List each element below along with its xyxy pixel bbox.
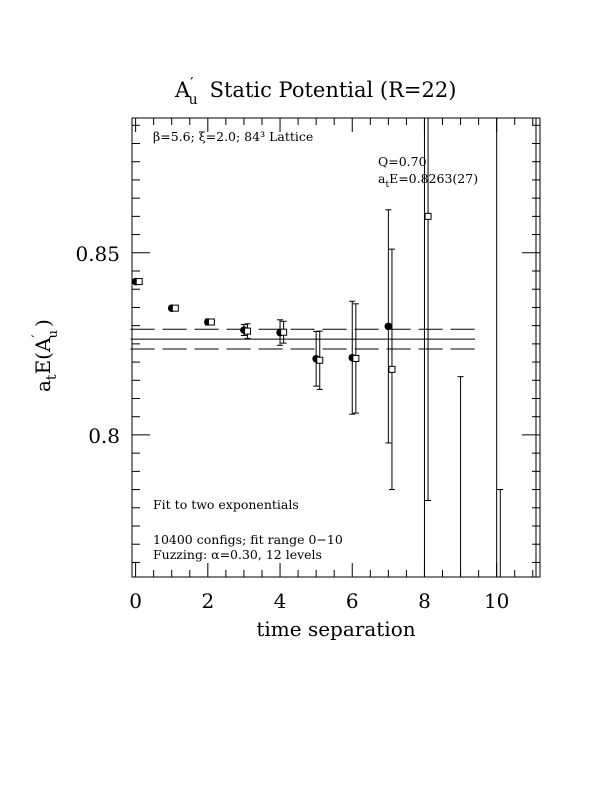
x-tick-label: 6 [346, 589, 359, 613]
data-point-square [424, 212, 432, 220]
fit-description: Fit to two exponentials [153, 497, 299, 512]
data-point-square [352, 354, 360, 362]
plot-frame [131, 117, 541, 578]
fuzzing-annotation: Fuzzing: α=0.30, 12 levels [153, 547, 322, 562]
ylabel-main: a [31, 380, 55, 392]
data-point-square [280, 328, 288, 336]
energy-sub: t [385, 180, 389, 190]
x-tick-label: 10 [484, 589, 509, 613]
plot-border [131, 117, 541, 578]
ylabel-close: ) [31, 319, 55, 327]
title-main: A [174, 78, 191, 102]
ylabel-prime: ′ [30, 334, 46, 337]
y-axis-label: atE(A′u) [30, 319, 61, 392]
data-points [131, 118, 504, 577]
x-tick-label: 0 [129, 589, 142, 613]
energy-value: E=0.8263(27) [389, 171, 478, 186]
data-point-square [244, 327, 252, 335]
ylabel-sub1: t [44, 374, 60, 380]
x-tick-label: 8 [418, 589, 431, 613]
x-axis-label: time separation [256, 617, 415, 641]
title-rest: Static Potential (R=22) [210, 78, 457, 102]
fit-lines [130, 328, 476, 350]
q-value-annotation: Q=0.70 [378, 154, 427, 169]
lattice-annotation: β=5.6; ξ=2.0; 84³ Lattice [153, 129, 313, 144]
data-point-square [207, 318, 215, 326]
data-point-circle [384, 322, 393, 331]
x-tick-label: 2 [201, 589, 214, 613]
y-tick-label: 0.85 [75, 242, 120, 266]
series-1 [135, 118, 504, 577]
data-point-square [135, 278, 143, 286]
data-point-square [388, 365, 396, 373]
data-point-square [171, 304, 179, 312]
axis-tick-labels: 0 2 4 6 8 10 0.8 0.85 [75, 242, 509, 613]
title-sub: u [189, 92, 198, 108]
y-tick-label: 0.8 [88, 424, 120, 448]
x-tick-label: 4 [274, 589, 287, 613]
ylabel-E: E(A [31, 337, 55, 374]
ylabel-sub2: u [46, 330, 61, 338]
chart-title: A′ u Static Potential (R=22) [174, 74, 456, 108]
title-prime: ′ [190, 74, 194, 92]
energy-annotation: atE=0.8263(27) [378, 171, 478, 190]
data-point-square [316, 356, 324, 364]
configs-annotation: 10400 configs; fit range 0−10 [153, 532, 343, 547]
energy-prefix: a [378, 171, 386, 186]
